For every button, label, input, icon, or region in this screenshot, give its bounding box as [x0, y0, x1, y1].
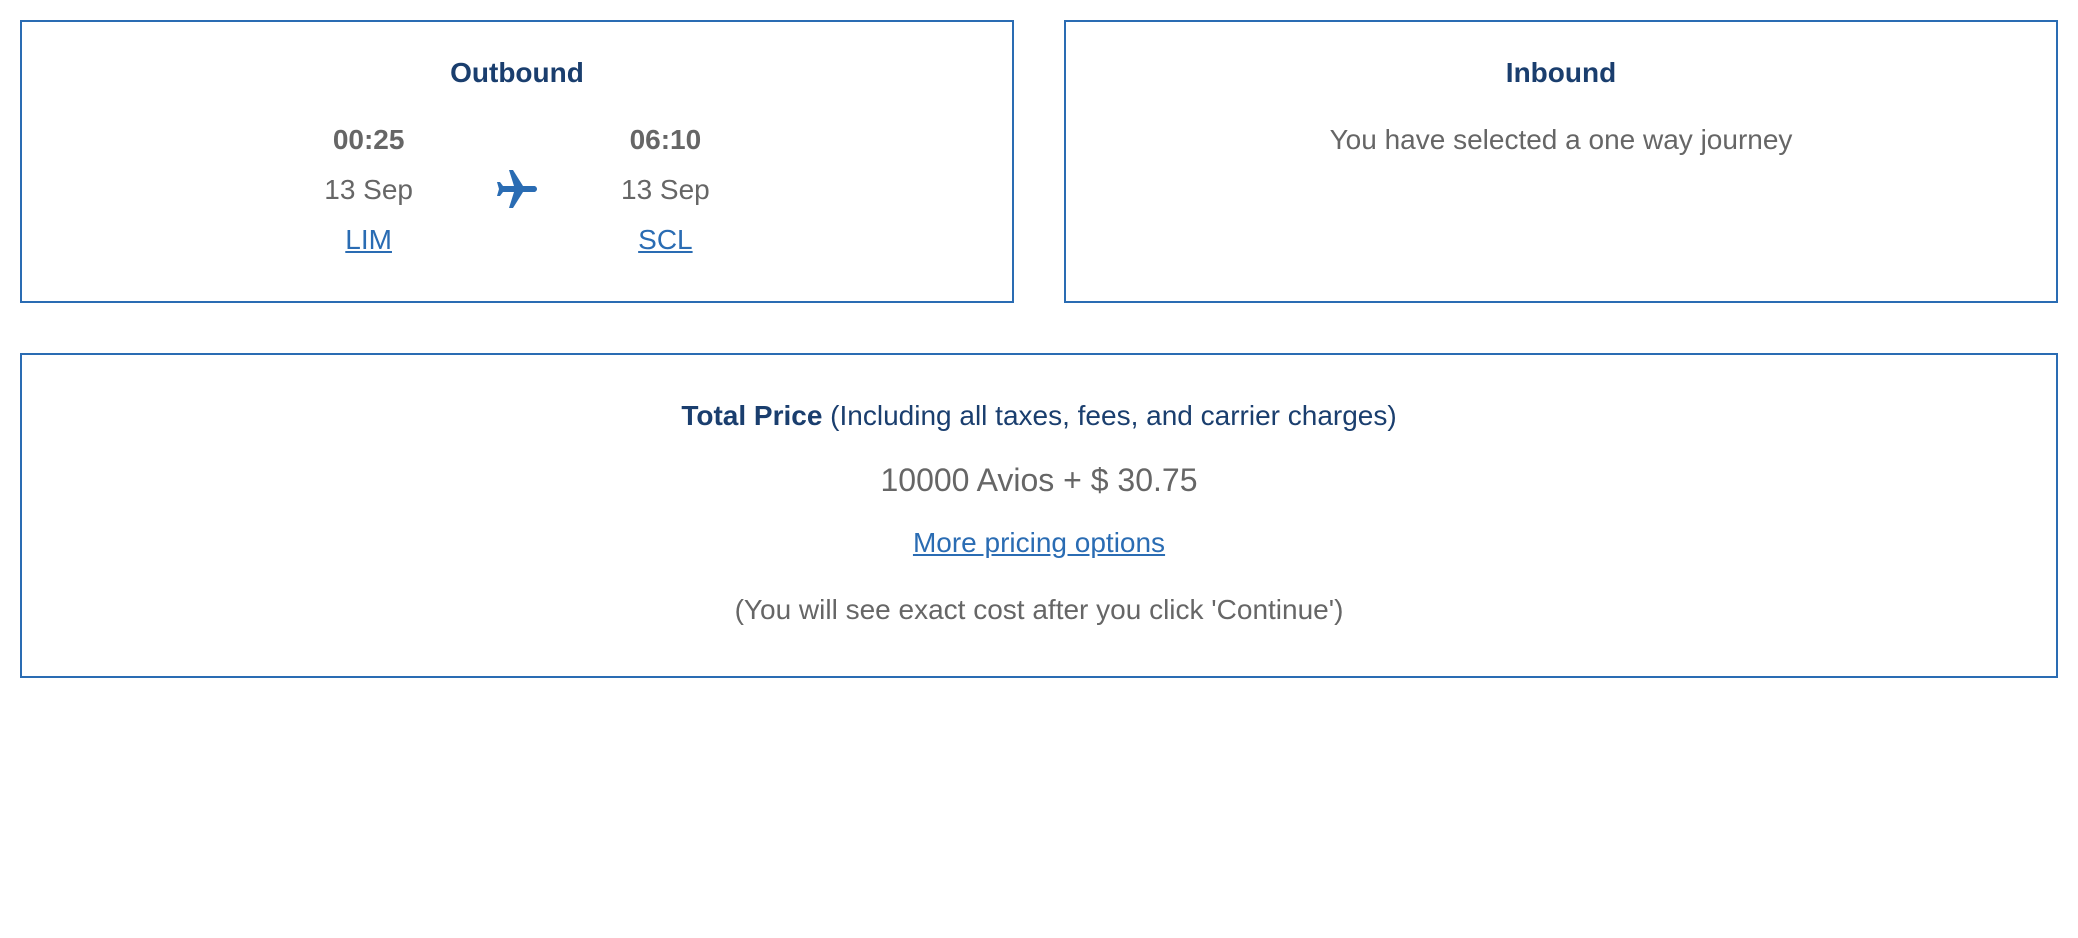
departure-date: 13 Sep — [324, 174, 413, 206]
price-value: 10000 Avios + $ 30.75 — [62, 462, 2016, 499]
arrival-airport-link[interactable]: SCL — [638, 224, 692, 255]
outbound-panel: Outbound 00:25 13 Sep LIM 06:10 13 Sep S… — [20, 20, 1014, 303]
inbound-message: You have selected a one way journey — [1106, 124, 2016, 156]
outbound-flight-row: 00:25 13 Sep LIM 06:10 13 Sep SCL — [62, 124, 972, 256]
outbound-departure: 00:25 13 Sep LIM — [324, 124, 413, 256]
departure-airport-link[interactable]: LIM — [345, 224, 392, 255]
price-note: (You will see exact cost after you click… — [62, 594, 2016, 626]
departure-time: 00:25 — [324, 124, 413, 156]
more-pricing-link[interactable]: More pricing options — [913, 527, 1165, 559]
price-title-rest: (Including all taxes, fees, and carrier … — [822, 400, 1396, 431]
outbound-title: Outbound — [62, 57, 972, 89]
arrival-date: 13 Sep — [621, 174, 710, 206]
inbound-title: Inbound — [1106, 57, 2016, 89]
plane-icon — [493, 166, 541, 214]
booking-summary: Outbound 00:25 13 Sep LIM 06:10 13 Sep S… — [20, 20, 2058, 678]
price-title: Total Price (Including all taxes, fees, … — [62, 400, 2016, 432]
inbound-panel: Inbound You have selected a one way jour… — [1064, 20, 2058, 303]
journey-row: Outbound 00:25 13 Sep LIM 06:10 13 Sep S… — [20, 20, 2058, 303]
outbound-arrival: 06:10 13 Sep SCL — [621, 124, 710, 256]
arrival-time: 06:10 — [621, 124, 710, 156]
price-title-bold: Total Price — [681, 400, 822, 431]
price-panel: Total Price (Including all taxes, fees, … — [20, 353, 2058, 678]
